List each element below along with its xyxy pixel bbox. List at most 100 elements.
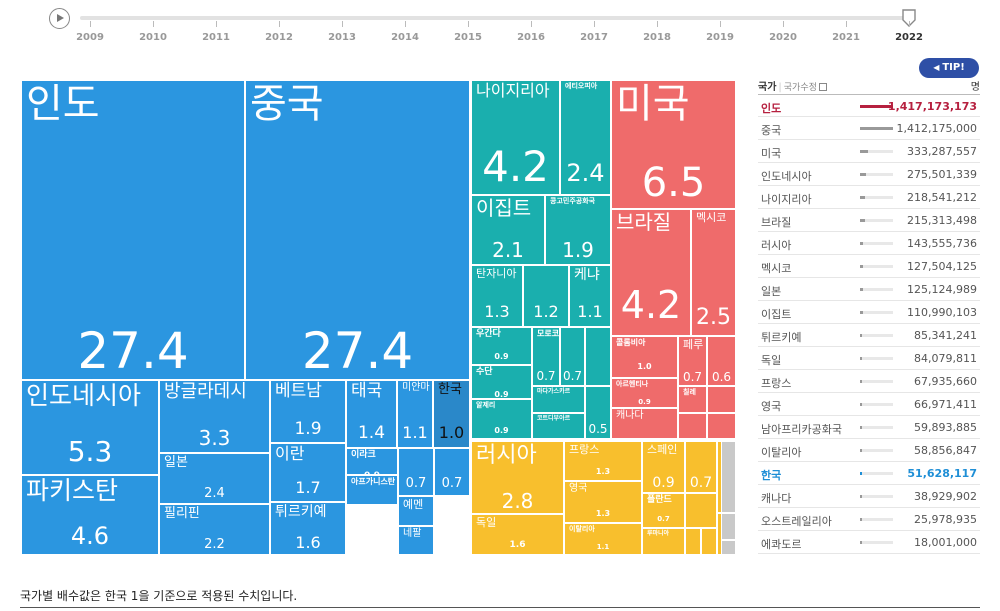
treemap-cell[interactable]: 0.7 bbox=[434, 448, 470, 496]
treemap-cell-small[interactable] bbox=[721, 441, 736, 513]
ranking-row[interactable]: 영국 66,971,411 bbox=[758, 393, 980, 416]
treemap-cell[interactable]: 0.7 bbox=[685, 441, 717, 493]
treemap-cell[interactable]: 에티오피아 2.4 bbox=[560, 80, 611, 195]
treemap-cell[interactable]: 이집트 2.1 bbox=[471, 195, 545, 265]
year-label[interactable]: 2011 bbox=[202, 32, 230, 43]
ranking-row[interactable]: 나이지리아 218,541,212 bbox=[758, 186, 980, 209]
treemap-cell[interactable]: 폴란드 0.7 bbox=[642, 493, 685, 528]
treemap-cell[interactable]: 미얀마 1.1 bbox=[397, 380, 433, 448]
treemap-cell[interactable]: 탄자니아 1.3 bbox=[471, 265, 523, 327]
year-label[interactable]: 2016 bbox=[517, 32, 545, 43]
year-label[interactable]: 2019 bbox=[706, 32, 734, 43]
treemap-cell[interactable]: 독일 1.6 bbox=[471, 514, 564, 555]
ranking-row[interactable]: 러시아 143,555,736 bbox=[758, 232, 980, 255]
timeline-handle[interactable] bbox=[902, 9, 916, 27]
year-label[interactable]: 2009 bbox=[76, 32, 104, 43]
treemap-cell[interactable]: 케냐 1.1 bbox=[569, 265, 611, 327]
year-label[interactable]: 2015 bbox=[454, 32, 482, 43]
treemap-cell[interactable]: 태국 1.4 bbox=[346, 380, 397, 448]
treemap-cell[interactable]: 멕시코 2.5 bbox=[691, 209, 736, 336]
treemap-cell[interactable]: 0.5 bbox=[585, 386, 611, 439]
treemap-cell-small[interactable] bbox=[585, 327, 611, 386]
treemap-cell[interactable]: 콩고민주공화국 1.9 bbox=[545, 195, 611, 265]
treemap-cell[interactable]: 알제리 0.9 bbox=[471, 399, 532, 439]
year-label[interactable]: 2017 bbox=[580, 32, 608, 43]
treemap-cell[interactable]: 캐나다 bbox=[611, 408, 678, 439]
ranking-row[interactable]: 멕시코 127,504,125 bbox=[758, 255, 980, 278]
treemap-cell[interactable]: 아르헨티나 0.9 bbox=[611, 378, 678, 408]
ranking-row[interactable]: 에콰도르 18,001,000 bbox=[758, 531, 980, 554]
treemap-cell-small[interactable] bbox=[678, 413, 707, 439]
year-label[interactable]: 2012 bbox=[265, 32, 293, 43]
year-label[interactable]: 2022 bbox=[895, 32, 923, 43]
ranking-row[interactable]: 오스트레일리아 25,978,935 bbox=[758, 508, 980, 531]
year-label[interactable]: 2014 bbox=[391, 32, 419, 43]
treemap-cell-small[interactable] bbox=[707, 413, 736, 439]
treemap-cell[interactable]: 칠레 bbox=[678, 386, 707, 413]
year-label[interactable]: 2018 bbox=[643, 32, 671, 43]
play-button[interactable] bbox=[49, 8, 70, 29]
treemap-cell[interactable]: 루마니아 bbox=[642, 528, 685, 555]
treemap-cell[interactable]: 파키스탄 4.6 bbox=[21, 475, 159, 555]
treemap-cell[interactable]: 튀르키예 1.6 bbox=[270, 502, 346, 555]
ranking-row[interactable]: 인도네시아 275,501,339 bbox=[758, 163, 980, 186]
treemap-cell-small[interactable] bbox=[721, 513, 736, 540]
treemap-cell[interactable]: 코트디부아르 bbox=[532, 413, 585, 439]
modify-countries-button[interactable]: 국가수정 bbox=[783, 83, 817, 93]
ranking-row[interactable]: 인도 1,417,173,173 bbox=[758, 94, 980, 117]
ranking-row[interactable]: 미국 333,287,557 bbox=[758, 140, 980, 163]
ranking-row[interactable]: 이집트 110,990,103 bbox=[758, 301, 980, 324]
treemap-cell[interactable]: 러시아 2.8 bbox=[471, 441, 564, 514]
treemap-cell[interactable]: 0.7 bbox=[560, 327, 585, 386]
ranking-row[interactable]: 남아프리카공화국 59,893,885 bbox=[758, 416, 980, 439]
treemap-cell[interactable]: 베트남 1.9 bbox=[270, 380, 346, 443]
treemap-cell-small[interactable] bbox=[701, 528, 717, 555]
treemap-cell[interactable]: 나이지리아 4.2 bbox=[471, 80, 560, 195]
ranking-row[interactable]: 중국 1,412,175,000 bbox=[758, 117, 980, 140]
treemap-cell[interactable]: 우간다 0.9 bbox=[471, 327, 532, 365]
treemap-cell[interactable]: 일본 2.4 bbox=[159, 453, 270, 504]
treemap-cell[interactable]: 이라크 0.9 bbox=[346, 448, 398, 475]
treemap-cell[interactable]: 필리핀 2.2 bbox=[159, 504, 270, 555]
treemap-cell[interactable]: 0.7 bbox=[398, 448, 434, 496]
treemap-cell-small[interactable] bbox=[685, 528, 701, 555]
treemap-cell[interactable]: 예멘 bbox=[398, 496, 434, 526]
treemap-cell-small[interactable] bbox=[707, 386, 736, 413]
treemap-cell[interactable]: 미국 6.5 bbox=[611, 80, 736, 209]
treemap-cell[interactable]: 브라질 4.2 bbox=[611, 209, 691, 336]
ranking-row[interactable]: 프랑스 67,935,660 bbox=[758, 370, 980, 393]
treemap-cell[interactable]: 영국 1.3 bbox=[564, 481, 642, 523]
treemap-cell[interactable]: 0.6 bbox=[707, 336, 736, 386]
treemap-cell[interactable]: 마다가스카르 bbox=[532, 386, 585, 413]
year-label[interactable]: 2013 bbox=[328, 32, 356, 43]
treemap-cell[interactable]: 스페인 0.9 bbox=[642, 441, 685, 493]
treemap-cell[interactable]: 인도네시아 5.3 bbox=[21, 380, 159, 475]
ranking-row[interactable]: 독일 84,079,811 bbox=[758, 347, 980, 370]
year-label[interactable]: 2020 bbox=[769, 32, 797, 43]
treemap-cell[interactable]: 모로코 0.7 bbox=[532, 327, 560, 386]
treemap-cell[interactable]: 중국 27.4 bbox=[245, 80, 470, 380]
treemap-cell-small[interactable] bbox=[685, 493, 717, 528]
tip-button[interactable]: ◀ TIP! bbox=[919, 58, 979, 78]
treemap-cell[interactable]: 콜롬비아 1.0 bbox=[611, 336, 678, 378]
copy-icon[interactable] bbox=[818, 83, 827, 91]
treemap-cell[interactable]: 방글라데시 3.3 bbox=[159, 380, 270, 453]
treemap-cell[interactable]: 페루 0.7 bbox=[678, 336, 707, 386]
ranking-row[interactable]: 한국 51,628,117 bbox=[758, 462, 980, 485]
treemap-cell[interactable]: 이탈리아 1.1 bbox=[564, 523, 642, 555]
ranking-row[interactable]: 브라질 215,313,498 bbox=[758, 209, 980, 232]
timeline-track[interactable] bbox=[80, 16, 912, 20]
treemap-cell[interactable]: 1.2 bbox=[523, 265, 569, 327]
year-label[interactable]: 2021 bbox=[832, 32, 860, 43]
ranking-row[interactable]: 캐나다 38,929,902 bbox=[758, 485, 980, 508]
treemap-cell[interactable]: 네팔 bbox=[398, 526, 434, 555]
year-label[interactable]: 2010 bbox=[139, 32, 167, 43]
ranking-row[interactable]: 이탈리아 58,856,847 bbox=[758, 439, 980, 462]
treemap-cell[interactable]: 프랑스 1.3 bbox=[564, 441, 642, 481]
treemap-cell[interactable]: 한국 1.0 bbox=[433, 380, 470, 448]
treemap-cell[interactable]: 인도 27.4 bbox=[21, 80, 245, 380]
treemap-cell-small[interactable] bbox=[721, 540, 736, 555]
ranking-row[interactable]: 일본 125,124,989 bbox=[758, 278, 980, 301]
treemap-cell[interactable]: 이란 1.7 bbox=[270, 443, 346, 502]
